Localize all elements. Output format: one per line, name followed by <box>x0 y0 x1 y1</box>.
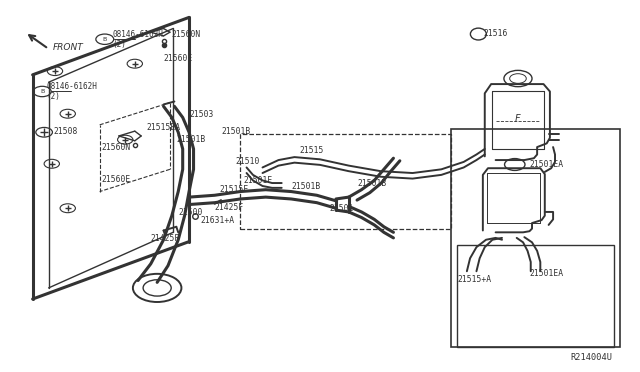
Text: 21560E: 21560E <box>102 175 131 184</box>
Text: 21501EA: 21501EA <box>529 269 564 278</box>
Text: F: F <box>515 114 521 124</box>
Text: 21516: 21516 <box>483 29 508 38</box>
Text: 21425F: 21425F <box>214 203 244 212</box>
Text: 21425F: 21425F <box>151 234 180 243</box>
Text: 21560N: 21560N <box>172 30 201 39</box>
Text: 08146-6162H
(2): 08146-6162H (2) <box>47 82 97 101</box>
Text: 21515: 21515 <box>300 146 324 155</box>
Text: 21500: 21500 <box>178 208 203 217</box>
Text: 21515EA: 21515EA <box>147 123 180 132</box>
Text: FRONT: FRONT <box>53 42 84 51</box>
Bar <box>458 245 614 347</box>
Text: 21510: 21510 <box>236 157 260 166</box>
Text: 21508: 21508 <box>53 126 77 136</box>
Text: R214004U: R214004U <box>570 353 612 362</box>
Text: 21501E: 21501E <box>243 176 273 185</box>
Text: 21501EA: 21501EA <box>529 160 564 169</box>
Text: B: B <box>102 37 107 42</box>
Text: 21560N: 21560N <box>102 142 131 151</box>
Text: 08146-6162H
(2): 08146-6162H (2) <box>113 29 163 49</box>
Text: 21501B: 21501B <box>176 135 205 144</box>
Text: 21501B: 21501B <box>221 126 250 136</box>
Text: B: B <box>40 89 44 94</box>
Text: 21631+A: 21631+A <box>200 217 234 225</box>
Text: 21501B: 21501B <box>357 179 387 187</box>
Bar <box>451 129 620 347</box>
Text: 21503: 21503 <box>189 110 214 119</box>
Text: 21501: 21501 <box>330 205 354 214</box>
Text: 21501B: 21501B <box>291 182 321 191</box>
Bar <box>240 134 451 229</box>
Text: 21560E: 21560E <box>164 54 193 62</box>
Text: 21515+A: 21515+A <box>458 275 492 284</box>
Text: 21515E: 21515E <box>219 185 248 194</box>
